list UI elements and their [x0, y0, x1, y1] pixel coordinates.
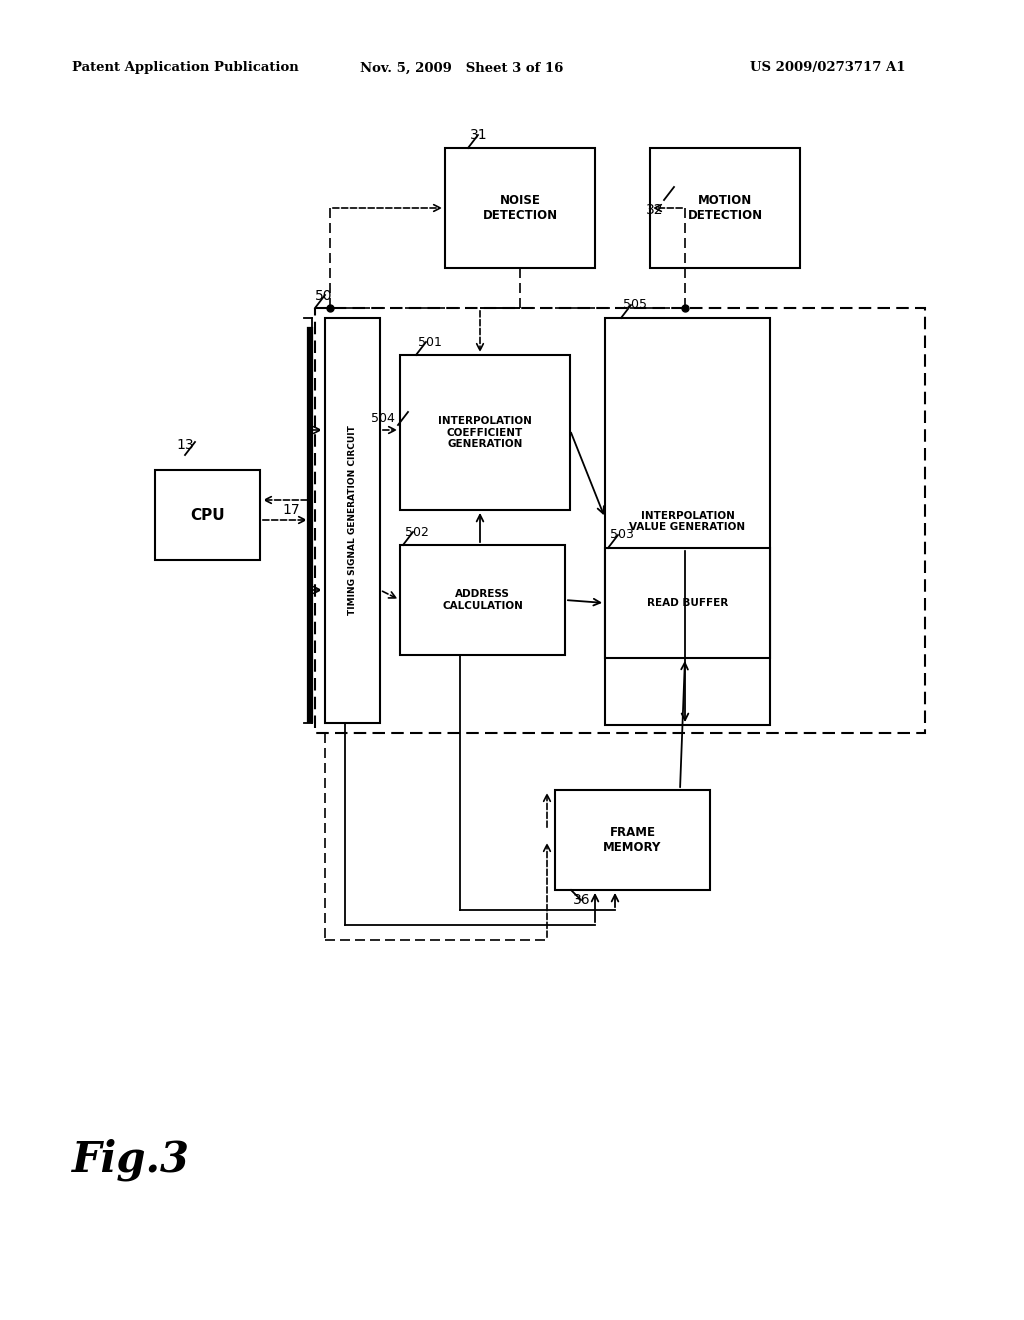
- Text: CPU: CPU: [190, 507, 225, 523]
- Text: 505: 505: [623, 298, 647, 312]
- Text: US 2009/0273717 A1: US 2009/0273717 A1: [750, 62, 905, 74]
- Text: 503: 503: [610, 528, 634, 541]
- Text: 501: 501: [418, 335, 442, 348]
- Bar: [400, 545, 565, 655]
- Text: ADDRESS
CALCULATION: ADDRESS CALCULATION: [442, 589, 523, 611]
- Text: Patent Application Publication: Patent Application Publication: [72, 62, 299, 74]
- Text: 32: 32: [645, 203, 663, 216]
- Text: 502: 502: [406, 525, 429, 539]
- Bar: [605, 548, 770, 657]
- Bar: [155, 470, 260, 560]
- Text: 504: 504: [371, 412, 395, 425]
- Text: 17: 17: [283, 503, 300, 517]
- Text: 13: 13: [176, 438, 194, 451]
- Text: MOTION
DETECTION: MOTION DETECTION: [687, 194, 763, 222]
- Text: INTERPOLATION
COEFFICIENT
GENERATION: INTERPOLATION COEFFICIENT GENERATION: [438, 416, 531, 449]
- Text: NOISE
DETECTION: NOISE DETECTION: [482, 194, 557, 222]
- Text: 36: 36: [573, 894, 591, 907]
- Bar: [445, 148, 595, 268]
- Bar: [400, 355, 570, 510]
- Bar: [555, 789, 710, 890]
- Bar: [315, 308, 925, 733]
- Text: FRAME
MEMORY: FRAME MEMORY: [603, 826, 662, 854]
- Bar: [650, 148, 800, 268]
- Bar: [605, 318, 770, 725]
- Text: INTERPOLATION
VALUE GENERATION: INTERPOLATION VALUE GENERATION: [630, 511, 745, 532]
- Text: READ BUFFER: READ BUFFER: [647, 598, 728, 609]
- Text: Fig.3: Fig.3: [72, 1139, 190, 1181]
- Text: 50: 50: [315, 289, 333, 304]
- Text: TIMING SIGNAL GENERATION CIRCUIT: TIMING SIGNAL GENERATION CIRCUIT: [348, 425, 357, 615]
- Bar: [325, 318, 380, 723]
- Text: 31: 31: [470, 128, 487, 143]
- Text: Nov. 5, 2009   Sheet 3 of 16: Nov. 5, 2009 Sheet 3 of 16: [360, 62, 563, 74]
